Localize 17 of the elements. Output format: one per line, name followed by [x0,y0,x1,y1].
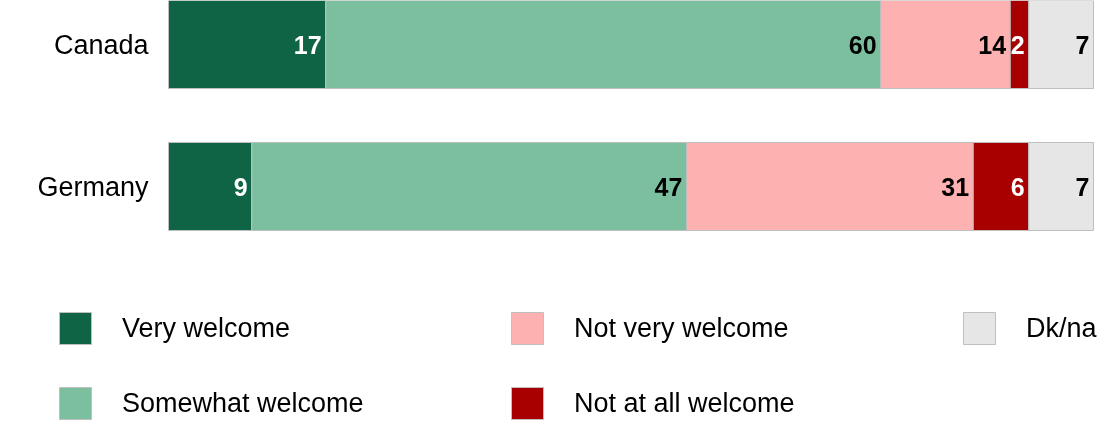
legend-label: Not at all welcome [574,387,796,419]
data-label: 47 [654,172,683,201]
data-label: 7 [1075,172,1090,201]
data-label: 7 [1075,30,1090,59]
data-label: 14 [978,30,1007,59]
data-label: 60 [848,30,877,59]
data-label: 2 [1010,30,1025,59]
legend-label: Somewhat welcome [122,387,365,419]
data-label: 31 [941,172,970,201]
y-tick-label: Canada [53,29,150,60]
data-label: 6 [1010,172,1025,201]
data-label: 9 [233,172,248,201]
legend-label: Very welcome [122,312,292,344]
y-tick-label: Germany [37,171,149,202]
legend-label: Not very welcome [574,312,790,344]
data-label: 17 [293,30,322,59]
legend-label: Dk/na [1026,312,1098,344]
